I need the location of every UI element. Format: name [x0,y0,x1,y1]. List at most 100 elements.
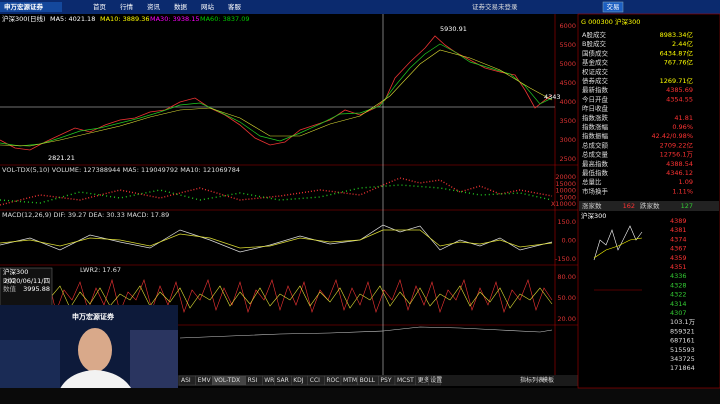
tab-label[interactable]: MTM [343,377,357,384]
quote-value: 1.09 [679,178,693,186]
axis-label: 5500 [559,41,576,49]
ma-indicator: MA5: 4021.18 [50,15,95,23]
quote-label: 昨日收盘 [582,104,609,113]
mini-axis-label: 4322 [670,291,687,299]
quote-label: 最低指数 [582,168,609,177]
info-value: 2020/06/11/四 [4,277,50,285]
quote-value: 1.11% [672,187,693,195]
tab-tool[interactable]: 指标列表 [520,376,544,384]
mini-title: 沪深300 [581,211,606,220]
up-count: 162 [623,202,635,210]
tab-label[interactable]: ASI [181,377,191,384]
axis-label: X10000 [551,200,576,208]
tab-label[interactable]: MCST [397,377,414,384]
axis-label: 4500 [559,79,576,87]
mini-axis-label: 859321 [670,327,695,335]
low-label: 2821.21 [48,154,75,162]
mini-axis-label: 4381 [670,226,687,234]
tab-label[interactable]: WR [264,377,274,384]
mini-axis-label: 103.1万 [670,318,696,326]
quote-label: 指数振幅 [582,131,609,140]
menu-item[interactable]: 网站 [201,2,215,11]
tab[interactable] [428,375,441,386]
quote-label: 指数涨幅 [582,122,609,131]
tab-label[interactable]: EMV [198,377,212,384]
quote-value: 12756.1万 [660,151,694,159]
quote-label: 总成交量 [582,150,609,159]
axis-label: 5000 [559,193,576,201]
axis-label: 20000 [555,173,576,181]
quote-label: 总量比 [582,177,602,186]
logo-box [0,2,62,12]
quote-value: 4346.12 [666,169,693,177]
menu-item[interactable]: 资讯 [147,2,161,11]
tab-label[interactable]: 更多 [418,376,430,384]
ma-indicator: MA30: 3938.15 [150,15,199,23]
ma-indicator: MA10: 3889.36 [100,15,149,23]
axis-label: 0.00 [562,237,576,245]
menu-item[interactable]: 数据 [174,2,188,11]
quote-value: 767.76亿 [664,58,694,67]
quote-label: 最高指数 [582,159,609,168]
down-count: 127 [681,202,693,210]
quote-label: 指数涨跌 [582,113,609,122]
quote-header: G 000300 沪深300 [581,17,640,26]
ma-indicator: MA60: 3837.09 [200,15,249,23]
tab-label[interactable]: KDJ [293,377,304,384]
info-value: 3995.88 [23,285,50,293]
tab-tool[interactable]: 模板 [542,376,554,384]
menu-bar [0,0,720,14]
login-status[interactable]: 证券交易未登录 [472,2,518,11]
trade-button[interactable] [602,1,624,13]
info-label: 时间 [3,276,16,285]
quote-label: 总成交额 [582,140,609,149]
panel-title: 沪深300(日线) [2,14,45,23]
axis-label: 50.00 [557,294,576,302]
info-label: 数值 [3,284,17,293]
mini-axis-label: 4307 [670,309,687,317]
quote-value: 1269.71亿 [660,76,694,85]
tab-label[interactable]: 设置 [430,376,442,384]
logo: 申万宏源证券 [4,2,44,11]
quote-value: 2.44亿 [672,39,693,48]
menu-item[interactable]: 首页 [93,2,107,11]
mini-axis-label: 4389 [670,217,687,225]
down-label: 跌家数 [640,201,660,210]
quote-value: 42.42/0.98% [652,132,693,140]
trade-label[interactable]: 交易 [607,2,620,11]
high-label: 5930.91 [440,25,467,33]
mini-axis-label: 4336 [670,272,687,280]
quote-value: 8983.34亿 [660,30,694,39]
quote-label: 权证成交 [582,67,609,76]
presenter-head [78,328,112,372]
info-title: 沪深300 [3,267,28,276]
mini-axis-label: 4359 [670,254,687,262]
quote-value: 0.96% [672,123,693,131]
mini-axis-label: 4314 [670,300,687,308]
axis-label: 3000 [559,136,576,144]
quote-label: 最新指数 [582,85,609,94]
tab-label[interactable]: RSI [248,377,258,384]
axis-label: 20.00 [557,315,576,323]
tab-label[interactable]: SAR [277,377,289,384]
mini-axis-label: 4328 [670,281,687,289]
last-label: 4343 [544,93,561,101]
tab-label[interactable]: CCI [310,377,320,384]
axis-label: 150.0 [557,218,576,226]
axis-label: 80.00 [557,273,576,281]
quote-label: A股成交 [582,30,606,39]
tab-label[interactable]: VOL-TDX [214,377,240,384]
mini-axis-label: 4374 [670,235,687,243]
quote-label: 基金成交 [582,58,609,67]
quote-value: 4354.55 [666,95,693,103]
axis-label: 5000 [559,60,576,68]
tab-label[interactable]: BOLL [360,377,376,384]
quote-value: 2709.22亿 [660,140,694,149]
quote-value: 4385.69 [666,86,693,94]
menu-item[interactable]: 客服 [228,2,242,11]
mini-axis-label: 343725 [670,355,695,363]
tab-label[interactable]: ROC [326,377,339,384]
status-bar [0,388,720,404]
menu-item[interactable]: 行情 [120,2,134,11]
tab-label[interactable]: PSY [380,377,391,384]
